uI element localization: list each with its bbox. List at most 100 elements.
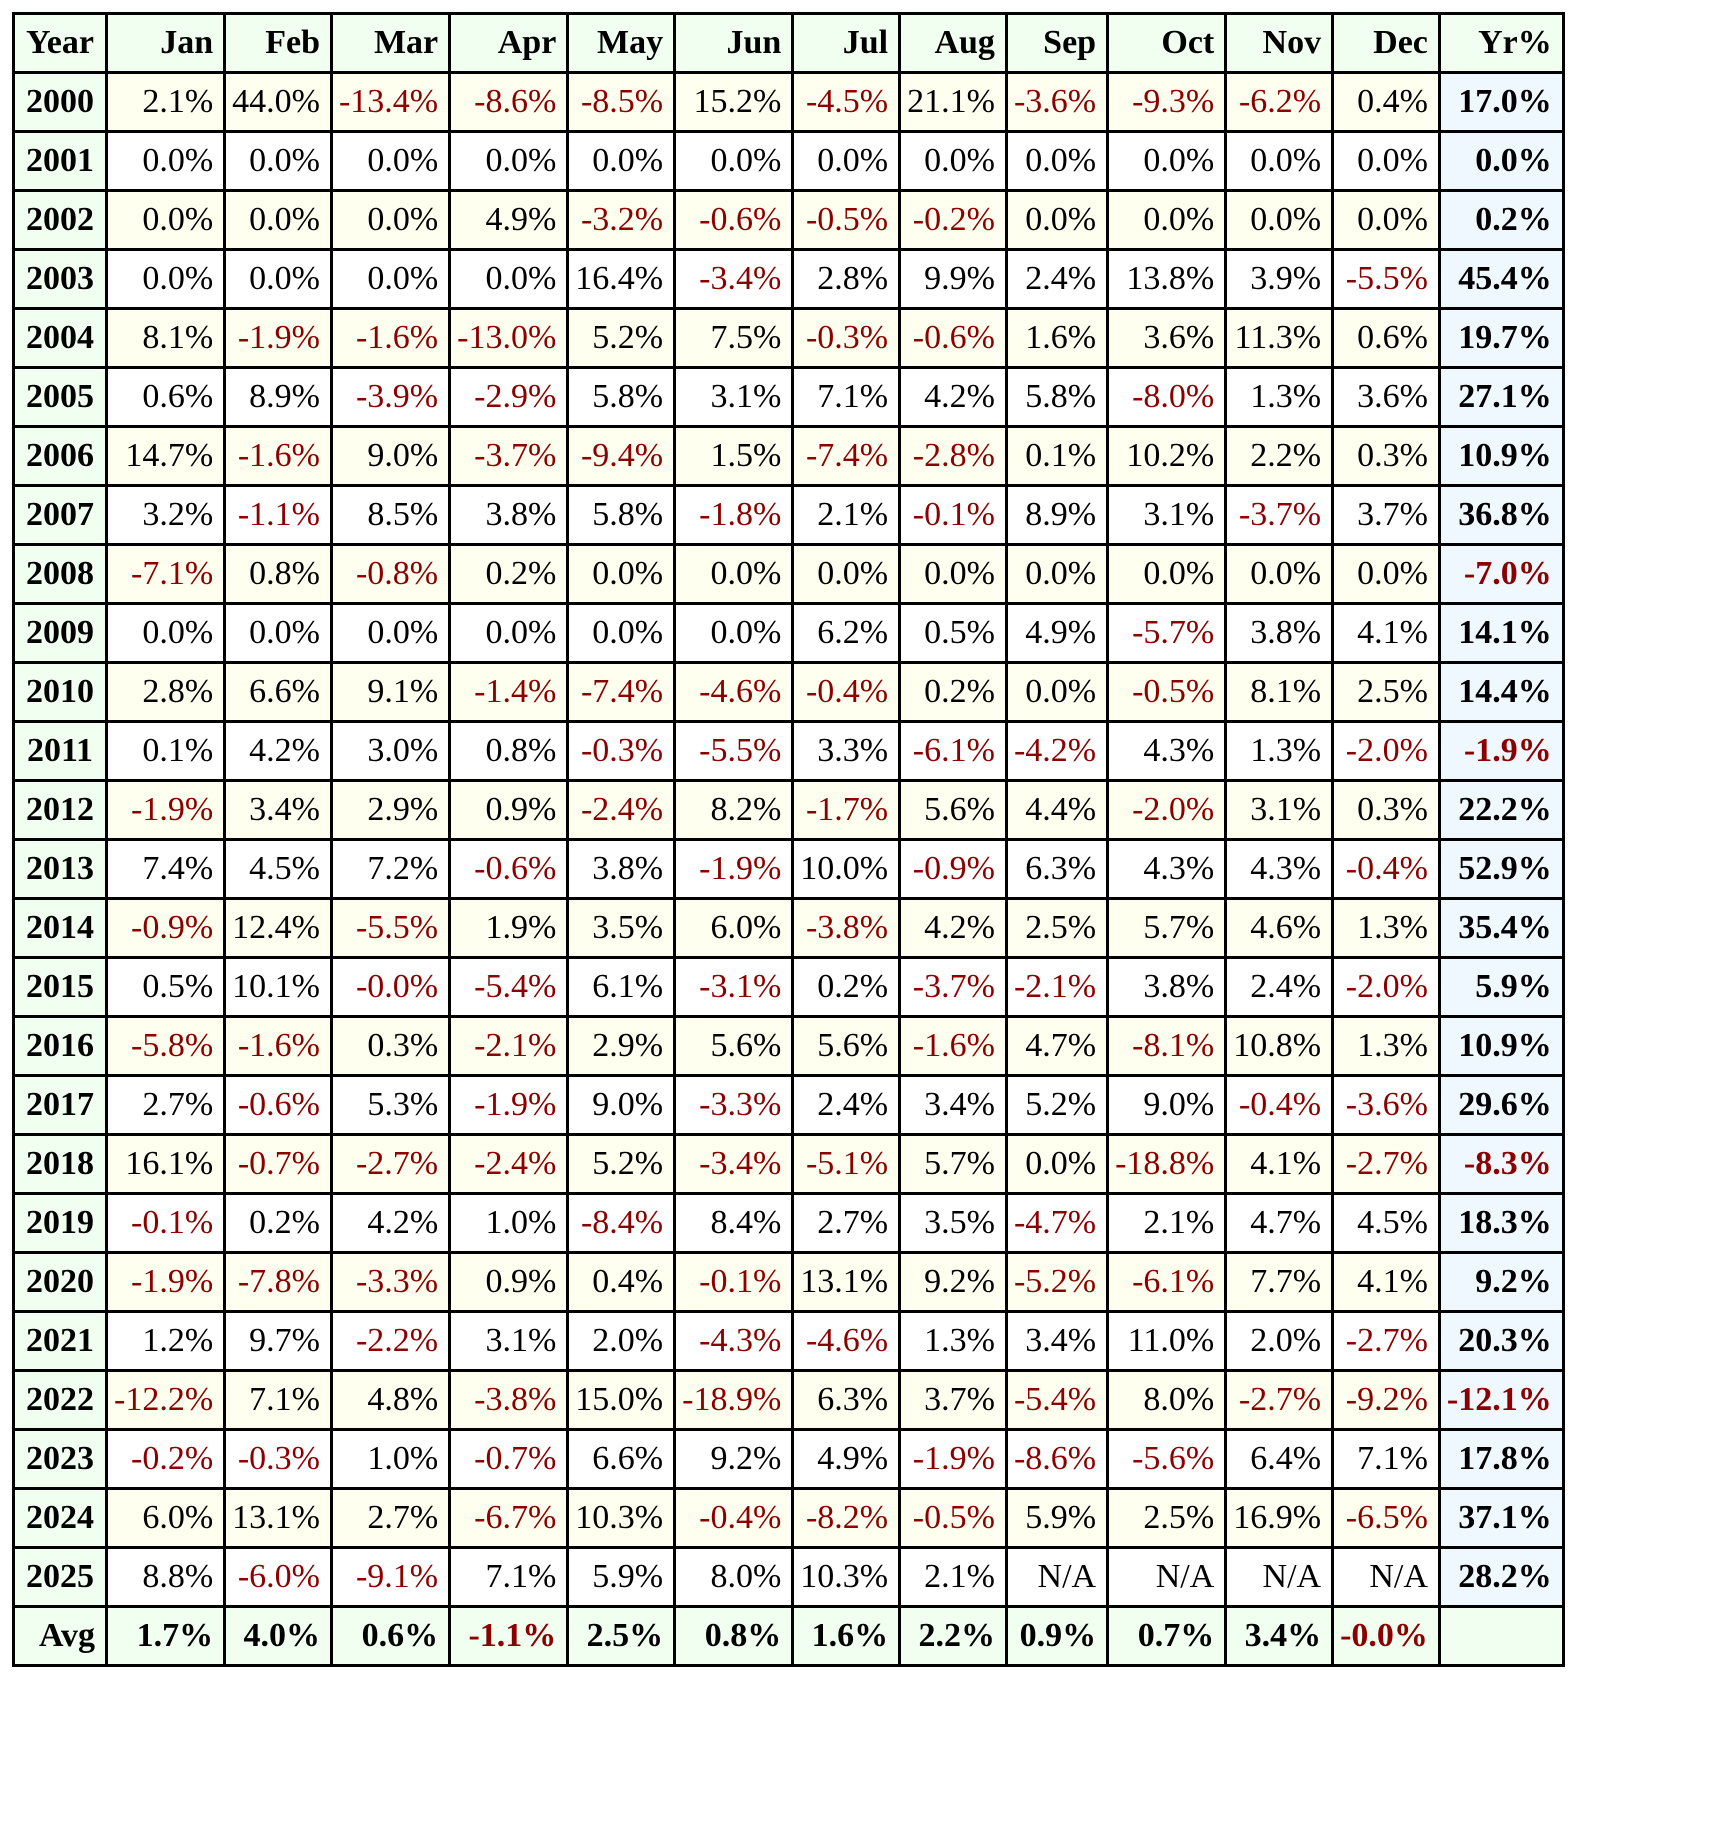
return-cell: 0.0% xyxy=(673,602,795,664)
return-cell: -8.1% xyxy=(1106,1015,1228,1077)
return-cell: 2.7% xyxy=(791,1192,902,1254)
return-cell: -4.5% xyxy=(791,71,902,133)
return-cell: -2.4% xyxy=(448,1133,570,1195)
return-cell: 3.8% xyxy=(1106,956,1228,1018)
return-cell: 4.3% xyxy=(1106,720,1228,782)
return-cell: 8.0% xyxy=(673,1546,795,1608)
return-cell: 1.3% xyxy=(898,1310,1008,1372)
year-cell: 2012 xyxy=(12,779,108,841)
return-cell: 3.2% xyxy=(104,484,227,546)
return-cell: 1.0% xyxy=(329,1428,452,1490)
return-cell: 0.0% xyxy=(104,189,227,251)
average-cell: 3.4% xyxy=(1224,1605,1335,1667)
return-cell: 0.2% xyxy=(898,661,1008,723)
column-header-sep: Sep xyxy=(1004,12,1110,74)
return-cell: 1.3% xyxy=(1224,366,1335,428)
table-row: 2025 8.8% -6.0% -9.1% 7.1% 5.9% 8.0% 10.3% 2.1% N… xyxy=(12,1546,1565,1608)
column-header-jun: Jun xyxy=(673,12,795,74)
year-cell: 2009 xyxy=(12,602,108,664)
return-cell: 2.1% xyxy=(104,71,227,133)
yearly-return-cell: 10.9% xyxy=(1437,1015,1565,1077)
table-row: 2016 -5.8% -1.6% 0.3% -2.1% 2.9% 5.6% 5.6% -1.6%… xyxy=(12,1015,1565,1077)
return-cell: 0.0% xyxy=(329,248,452,310)
return-cell: -1.6% xyxy=(223,425,333,487)
year-cell: 2011 xyxy=(12,720,108,782)
return-cell: 9.2% xyxy=(673,1428,795,1490)
return-cell: 0.9% xyxy=(448,1251,570,1313)
return-cell: 0.8% xyxy=(223,543,333,605)
return-cell: 4.9% xyxy=(791,1428,902,1490)
return-cell: N/A xyxy=(1106,1546,1228,1608)
return-cell: 2.7% xyxy=(329,1487,452,1549)
yearly-return-cell: 27.1% xyxy=(1437,366,1565,428)
return-cell: -0.7% xyxy=(223,1133,333,1195)
average-cell: 0.8% xyxy=(673,1605,795,1667)
yearly-return-cell: 29.6% xyxy=(1437,1074,1565,1136)
return-cell: -5.4% xyxy=(448,956,570,1018)
yearly-return-cell: 52.9% xyxy=(1437,838,1565,900)
return-cell: 2.1% xyxy=(1106,1192,1228,1254)
return-cell: N/A xyxy=(1224,1546,1335,1608)
return-cell: 0.0% xyxy=(898,130,1008,192)
return-cell: 5.8% xyxy=(1004,366,1110,428)
return-cell: 3.1% xyxy=(1224,779,1335,841)
return-cell: -1.1% xyxy=(223,484,333,546)
return-cell: 2.5% xyxy=(1331,661,1441,723)
return-cell: 4.2% xyxy=(898,897,1008,959)
return-cell: -1.9% xyxy=(448,1074,570,1136)
column-header-mar: Mar xyxy=(329,12,452,74)
table-row: 2000 2.1% 44.0% -13.4% -8.6% -8.5% 15.2% -4.5% 2… xyxy=(12,71,1565,133)
return-cell: 4.3% xyxy=(1106,838,1228,900)
return-cell: 0.0% xyxy=(566,543,677,605)
return-cell: 0.5% xyxy=(898,602,1008,664)
table-row: 2014 -0.9% 12.4% -5.5% 1.9% 3.5% 6.0% -3.8% 4.2%… xyxy=(12,897,1565,959)
return-cell: -7.1% xyxy=(104,543,227,605)
table-row: 2002 0.0% 0.0% 0.0% 4.9% -3.2% -0.6% -0.5% -0.2%… xyxy=(12,189,1565,251)
return-cell: 9.0% xyxy=(329,425,452,487)
return-cell: 0.0% xyxy=(104,602,227,664)
return-cell: -5.2% xyxy=(1004,1251,1110,1313)
return-cell: -1.8% xyxy=(673,484,795,546)
return-cell: 4.5% xyxy=(1331,1192,1441,1254)
table-row: 2004 8.1% -1.9% -1.6% -13.0% 5.2% 7.5% -0.3% -0.… xyxy=(12,307,1565,369)
return-cell: 12.4% xyxy=(223,897,333,959)
table-row: 2001 0.0% 0.0% 0.0% 0.0% 0.0% 0.0% 0.0% 0.0% 0.0%… xyxy=(12,130,1565,192)
yearly-return-cell: -8.3% xyxy=(1437,1133,1565,1195)
return-cell: -2.7% xyxy=(329,1133,452,1195)
table-row: 2017 2.7% -0.6% 5.3% -1.9% 9.0% -3.3% 2.4% 3.4% 5… xyxy=(12,1074,1565,1136)
return-cell: 0.2% xyxy=(791,956,902,1018)
return-cell: 3.8% xyxy=(566,838,677,900)
year-cell: 2004 xyxy=(12,307,108,369)
return-cell: 8.1% xyxy=(104,307,227,369)
return-cell: 3.3% xyxy=(791,720,902,782)
table-row: 2018 16.1% -0.7% -2.7% -2.4% 5.2% -3.4% -5.1% 5.… xyxy=(12,1133,1565,1195)
return-cell: 0.0% xyxy=(448,248,570,310)
average-cell: -0.0% xyxy=(1331,1605,1441,1667)
returns-table-container: Year Jan Feb Mar Apr May Jun Jul Aug Sep Oct Nov Dec… xyxy=(12,12,1565,1667)
return-cell: 21.1% xyxy=(898,71,1008,133)
return-cell: 7.1% xyxy=(448,1546,570,1608)
year-cell: 2008 xyxy=(12,543,108,605)
return-cell: 5.7% xyxy=(1106,897,1228,959)
return-cell: -0.4% xyxy=(673,1487,795,1549)
yearly-return-cell: 22.2% xyxy=(1437,779,1565,841)
return-cell: -2.8% xyxy=(898,425,1008,487)
yearly-return-cell: 17.8% xyxy=(1437,1428,1565,1490)
return-cell: -0.0% xyxy=(329,956,452,1018)
year-cell: 2015 xyxy=(12,956,108,1018)
table-row: 2005 0.6% 8.9% -3.9% -2.9% 5.8% 3.1% 7.1% 4.2% 5.… xyxy=(12,366,1565,428)
return-cell: 4.6% xyxy=(1224,897,1335,959)
column-header-apr: Apr xyxy=(448,12,570,74)
return-cell: -5.4% xyxy=(1004,1369,1110,1431)
return-cell: -0.6% xyxy=(898,307,1008,369)
return-cell: 6.6% xyxy=(566,1428,677,1490)
return-cell: 1.3% xyxy=(1331,897,1441,959)
return-cell: -3.7% xyxy=(448,425,570,487)
return-cell: 0.0% xyxy=(104,248,227,310)
table-row: 2010 2.8% 6.6% 9.1% -1.4% -7.4% -4.6% -0.4% 0.2%… xyxy=(12,661,1565,723)
yearly-return-cell: 18.3% xyxy=(1437,1192,1565,1254)
yearly-return-cell: 35.4% xyxy=(1437,897,1565,959)
return-cell: -9.4% xyxy=(566,425,677,487)
return-cell: 7.7% xyxy=(1224,1251,1335,1313)
table-row: 2015 0.5% 10.1% -0.0% -5.4% 6.1% -3.1% 0.2% -3.7… xyxy=(12,956,1565,1018)
